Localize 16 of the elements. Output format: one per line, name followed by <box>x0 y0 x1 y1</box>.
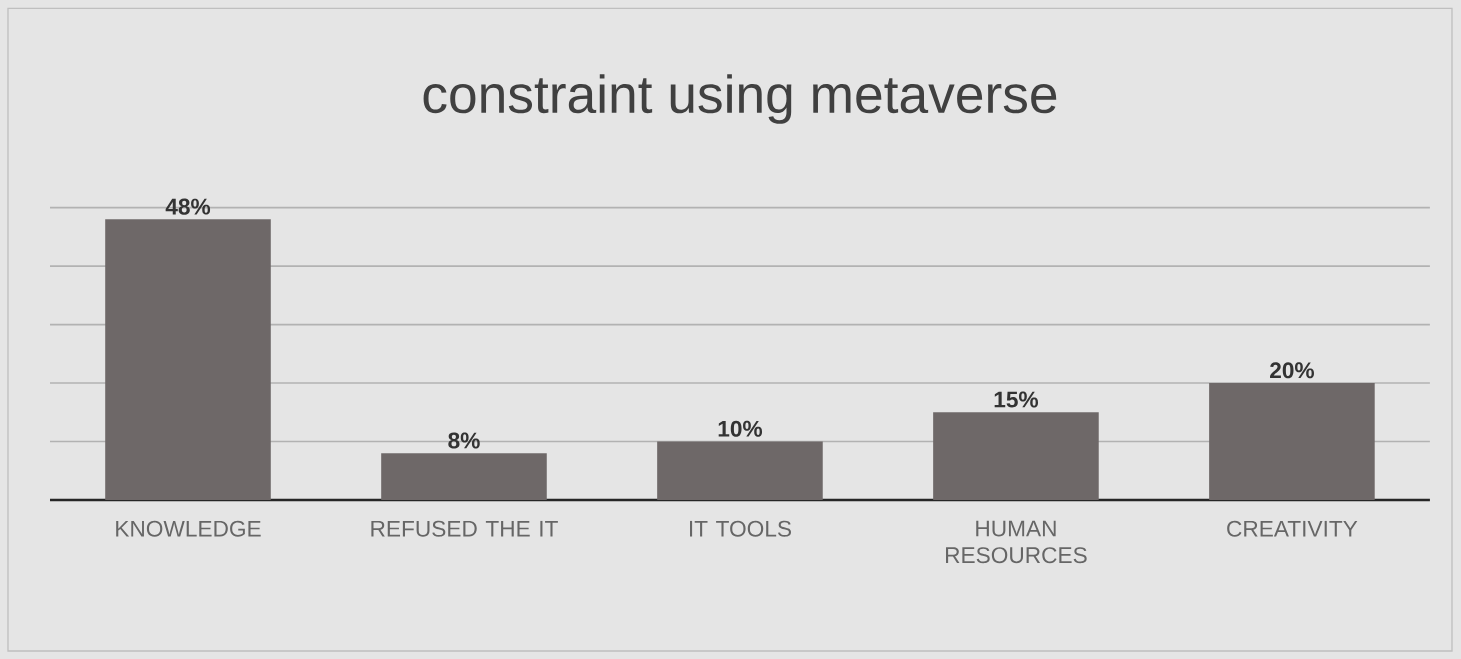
x-tick-label: KNOWLEDGE <box>116 520 261 537</box>
bar <box>381 453 547 500</box>
x-tick-label: CREATIVITY <box>1227 520 1358 537</box>
x-tick-label: HUMAN RESOURCES <box>946 520 1087 564</box>
bar <box>1209 383 1375 500</box>
x-tick-label: IT TOOLS <box>689 520 791 537</box>
bar <box>657 441 823 500</box>
bar <box>105 219 271 500</box>
data-label: 20% <box>1270 362 1314 379</box>
data-label: 10% <box>718 420 763 437</box>
chart-title: constraint using metaverse <box>423 74 1057 124</box>
data-label: 8% <box>448 432 480 449</box>
x-tick-label: REFUSED THE IT <box>371 520 558 537</box>
data-label: 15% <box>994 391 1039 408</box>
bar <box>933 412 1099 500</box>
data-label: 48% <box>165 198 211 215</box>
